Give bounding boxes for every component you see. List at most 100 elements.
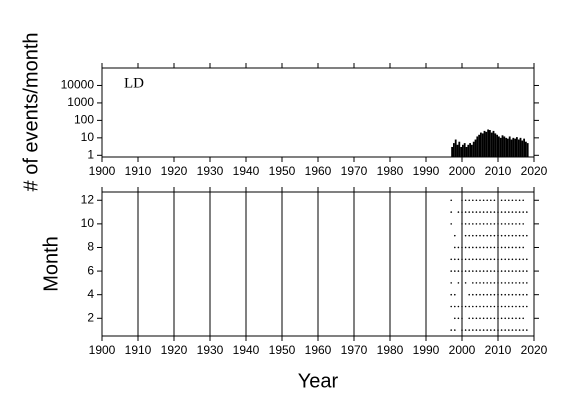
- dot: [482, 199, 485, 202]
- dot: [490, 329, 492, 331]
- dot: [479, 211, 481, 213]
- dot: [526, 234, 528, 237]
- bar: [496, 134, 498, 157]
- x-tick-label: 1900: [89, 164, 116, 178]
- dot: [526, 305, 528, 308]
- dot: [497, 305, 499, 308]
- dot: [518, 258, 521, 261]
- dot: [508, 199, 510, 202]
- dot: [522, 317, 524, 320]
- x-axis-title: Year: [298, 370, 339, 392]
- dot: [508, 258, 510, 261]
- dot: [475, 305, 478, 308]
- dot: [500, 329, 503, 331]
- dot: [490, 282, 492, 284]
- dot: [482, 211, 485, 213]
- dot: [464, 270, 467, 272]
- dot: [472, 329, 474, 331]
- dot: [511, 329, 514, 331]
- dot: [457, 258, 460, 261]
- dot: [490, 211, 492, 213]
- x-tick-label: 1990: [413, 343, 440, 357]
- dot: [522, 234, 524, 237]
- dot: [526, 211, 528, 213]
- dot: [457, 211, 460, 213]
- bar: [505, 137, 507, 157]
- dot: [450, 293, 453, 296]
- dot: [493, 234, 496, 237]
- bar: [465, 146, 468, 157]
- dot: [504, 317, 507, 320]
- dot: [482, 270, 485, 272]
- dot: [457, 305, 460, 308]
- dot: [493, 258, 496, 261]
- dot: [500, 293, 503, 296]
- bar: [501, 135, 504, 157]
- dot: [511, 246, 514, 249]
- dot: [482, 258, 485, 261]
- dot: [500, 317, 503, 320]
- dot: [508, 293, 510, 296]
- dot: [508, 246, 510, 249]
- dot: [511, 270, 514, 272]
- dot: [475, 282, 478, 284]
- dot: [518, 234, 521, 237]
- dot: [472, 199, 474, 202]
- dot: [479, 234, 481, 237]
- bar: [463, 143, 466, 157]
- bar: [451, 146, 453, 157]
- dot: [526, 293, 528, 296]
- dot: [518, 270, 521, 272]
- dot: [511, 293, 514, 296]
- dot: [490, 270, 492, 272]
- dot: [490, 223, 492, 225]
- x-tick-label: 2000: [449, 343, 476, 357]
- bar: [490, 132, 493, 157]
- dot: [475, 270, 478, 272]
- x-tick-label: 1930: [197, 164, 224, 178]
- dot: [493, 305, 496, 308]
- dot: [464, 223, 467, 225]
- bar: [519, 137, 522, 157]
- dot: [504, 199, 507, 202]
- bar: [474, 139, 477, 157]
- x-tick-label: 1980: [377, 343, 404, 357]
- bar: [460, 146, 462, 157]
- bar: [498, 136, 500, 157]
- dot: [522, 246, 524, 249]
- dot: [504, 258, 507, 261]
- dot: [486, 258, 489, 261]
- dot: [508, 223, 510, 225]
- bar: [499, 137, 502, 157]
- dot: [511, 211, 514, 213]
- dot: [454, 258, 456, 261]
- dot: [511, 317, 514, 320]
- dot: [504, 282, 507, 284]
- dot: [475, 258, 478, 261]
- y-tick-label: 10000: [61, 78, 95, 92]
- dot: [493, 293, 496, 296]
- x-tick-label: 1960: [305, 164, 332, 178]
- dot: [468, 270, 471, 272]
- bar: [476, 136, 479, 157]
- dot: [522, 258, 524, 261]
- dot: [500, 246, 503, 249]
- dot: [522, 329, 524, 331]
- dot: [461, 270, 463, 272]
- dot: [464, 282, 467, 284]
- dot: [500, 305, 503, 308]
- dot: [518, 211, 521, 213]
- dot: [468, 293, 471, 296]
- dot: [482, 282, 485, 284]
- y-tick-label: 10: [81, 216, 95, 230]
- y-tick-label: 1: [87, 147, 94, 161]
- dot: [518, 329, 521, 331]
- dot: [497, 258, 499, 261]
- dot: [482, 305, 485, 308]
- dot: [450, 270, 453, 272]
- dot: [522, 282, 524, 284]
- dot: [457, 270, 460, 272]
- dot: [468, 317, 471, 320]
- dot: [522, 199, 524, 202]
- bar: [481, 133, 484, 157]
